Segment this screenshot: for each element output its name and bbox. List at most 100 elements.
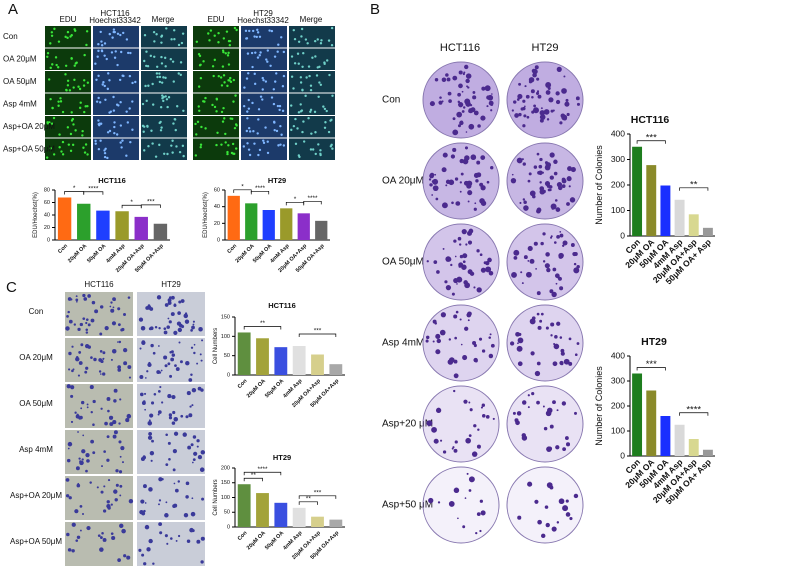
colony xyxy=(432,185,439,192)
cell-nucleus xyxy=(164,65,167,68)
colony xyxy=(531,68,536,73)
migrated-cell xyxy=(191,497,194,500)
colony xyxy=(479,499,483,503)
cell-nucleus xyxy=(275,129,279,133)
cell-nucleus xyxy=(85,30,89,33)
migrated-cell xyxy=(85,321,88,325)
cell-nucleus xyxy=(99,139,102,142)
colony xyxy=(545,522,550,528)
cell-nucleus xyxy=(181,32,185,35)
cell-nucleus xyxy=(222,106,225,110)
colony xyxy=(528,80,533,84)
colony xyxy=(477,428,480,431)
cell-nucleus xyxy=(307,65,311,68)
colony xyxy=(520,107,524,111)
bar xyxy=(702,227,713,236)
colony xyxy=(445,256,452,262)
colony xyxy=(458,243,462,246)
colony xyxy=(490,166,494,170)
cell-nucleus xyxy=(245,129,249,133)
migrated-cell xyxy=(100,407,103,410)
cell-nucleus xyxy=(204,127,207,130)
migrated-cell xyxy=(115,483,119,487)
migrated-cell xyxy=(78,457,81,460)
migrated-cell xyxy=(185,481,190,486)
colony xyxy=(488,336,491,339)
cell-nucleus xyxy=(103,155,107,159)
colony xyxy=(565,499,569,503)
cell-nucleus xyxy=(180,41,184,45)
colony xyxy=(490,343,495,348)
cell-nucleus xyxy=(85,43,88,47)
cell-nucleus xyxy=(246,52,250,55)
migrated-cell xyxy=(109,422,114,427)
cell-nucleus xyxy=(160,41,163,44)
colony xyxy=(545,82,552,88)
cell-nucleus xyxy=(272,102,276,106)
micrograph xyxy=(93,48,139,70)
colony xyxy=(445,73,449,77)
migrated-cell xyxy=(190,329,193,332)
colony xyxy=(486,105,489,108)
colony xyxy=(459,190,462,193)
migrated-cell xyxy=(86,406,89,409)
colony xyxy=(558,252,564,259)
cell-nucleus xyxy=(125,154,128,157)
cell-nucleus xyxy=(318,65,321,68)
migrated-cell xyxy=(192,435,197,439)
cell-nucleus xyxy=(119,124,123,127)
colony xyxy=(523,205,529,211)
cell-nucleus xyxy=(245,37,248,40)
migrated-cell xyxy=(197,386,202,391)
colony xyxy=(534,499,539,504)
colony xyxy=(522,124,526,128)
micrograph xyxy=(241,48,287,70)
cell-nucleus xyxy=(221,120,225,123)
migrated-cell xyxy=(118,470,123,474)
significance-bracket xyxy=(298,501,318,505)
migrated-cell xyxy=(138,548,142,552)
colony xyxy=(553,171,558,176)
cell-nucleus xyxy=(262,141,266,145)
bar xyxy=(256,338,269,375)
micrograph xyxy=(241,93,287,115)
cell-nucleus xyxy=(46,52,50,55)
cell-nucleus xyxy=(106,156,109,160)
cell-nucleus xyxy=(262,139,265,142)
migrated-cell xyxy=(118,340,122,344)
colony xyxy=(562,240,568,246)
migrated-cell xyxy=(74,411,77,414)
colony xyxy=(425,339,429,343)
cell-nucleus xyxy=(61,110,65,114)
y-tick-label: 50 xyxy=(224,510,230,516)
colony xyxy=(527,245,533,252)
cell-nucleus xyxy=(58,146,61,149)
colony xyxy=(562,447,566,452)
cell-nucleus xyxy=(113,125,116,129)
colony xyxy=(532,194,536,199)
cell-nucleus xyxy=(57,104,60,107)
colony xyxy=(444,280,448,284)
migrated-cell xyxy=(141,340,146,345)
colony xyxy=(536,400,540,405)
cell-nucleus xyxy=(54,56,58,59)
y-tick-label: 0 xyxy=(620,450,625,460)
colony xyxy=(465,101,471,107)
cell-nucleus xyxy=(102,81,105,84)
migrated-cell xyxy=(169,350,172,354)
cell-nucleus xyxy=(247,126,251,130)
colony xyxy=(549,424,554,429)
migrated-cell xyxy=(201,497,205,501)
colony xyxy=(560,351,565,356)
migrated-cell xyxy=(172,448,177,454)
migrated-cell xyxy=(85,366,89,370)
colony xyxy=(461,90,464,93)
colony xyxy=(467,190,473,196)
colony xyxy=(516,411,522,416)
colony xyxy=(468,228,474,234)
migrated-cell xyxy=(75,539,79,542)
cell-nucleus xyxy=(319,152,322,156)
migration-image xyxy=(65,430,133,474)
migrated-cell xyxy=(200,450,206,455)
migrated-cell xyxy=(111,535,116,541)
